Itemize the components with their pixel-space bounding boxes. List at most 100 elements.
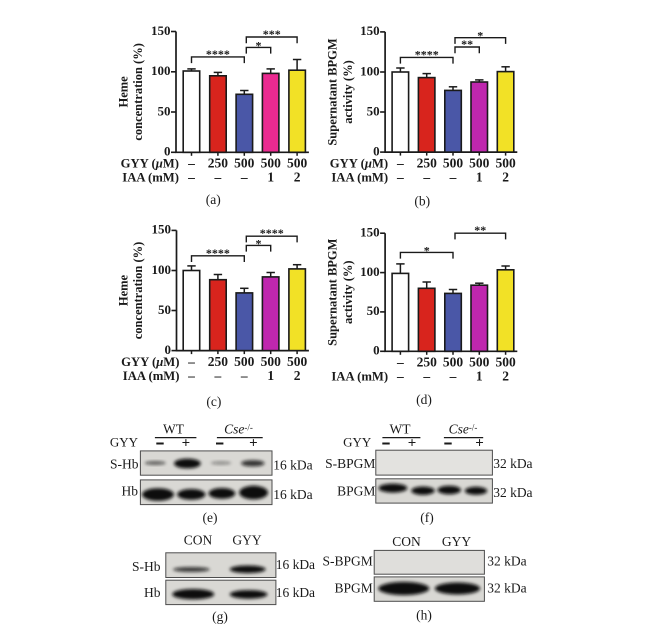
svg-text:250: 250 [208,354,229,369]
svg-text:32 kDa: 32 kDa [493,456,532,471]
svg-text:–: – [240,368,248,383]
svg-text:250: 250 [417,355,438,370]
svg-text:Supernatant BPGM: Supernatant BPGM [326,38,340,146]
svg-text:GYY (μM): GYY (μM) [330,156,388,170]
svg-text:GYY (μM): GYY (μM) [121,355,179,369]
svg-text:50: 50 [367,103,380,118]
svg-text:activity (%): activity (%) [341,260,355,324]
svg-text:100: 100 [360,264,380,279]
svg-text:WT: WT [163,422,185,437]
svg-text:500: 500 [469,355,490,370]
svg-text:*: * [477,29,483,43]
svg-text:****: **** [206,47,230,61]
svg-text:CON: CON [392,534,421,549]
svg-text:150: 150 [151,23,171,38]
svg-text:500: 500 [495,155,516,170]
svg-text:IAA (mM): IAA (mM) [122,171,179,185]
svg-text:1: 1 [476,169,483,184]
svg-text:1: 1 [267,368,274,383]
svg-text:–: – [422,369,430,384]
svg-text:500: 500 [261,156,282,171]
svg-text:(g): (g) [212,609,228,624]
svg-text:concentration (%): concentration (%) [131,242,145,340]
svg-text:(a): (a) [206,192,221,207]
svg-text:2: 2 [502,369,509,384]
svg-text:Cse-/-: Cse-/- [224,422,253,437]
svg-text:50: 50 [158,103,171,118]
svg-text:Cse-/-: Cse-/- [449,422,478,437]
svg-text:150: 150 [360,23,380,38]
svg-text:GYY: GYY [110,434,139,449]
svg-text:–: – [396,369,404,384]
svg-text:****: **** [206,246,230,260]
svg-text:(c): (c) [206,394,221,409]
svg-text:50: 50 [158,302,171,317]
svg-text:****: **** [415,47,439,61]
svg-text:250: 250 [417,155,438,170]
svg-text:(b): (b) [414,194,430,209]
svg-text:IAA (mM): IAA (mM) [123,369,180,383]
svg-text:***: *** [263,27,281,41]
svg-text:500: 500 [234,354,255,369]
svg-text:500: 500 [495,355,516,370]
svg-text:250: 250 [208,156,229,171]
svg-text:–: – [396,355,404,370]
svg-text:0: 0 [373,343,380,358]
svg-text:(e): (e) [203,510,218,525]
svg-text:–: – [240,170,248,185]
svg-text:S-BPGM: S-BPGM [325,456,375,471]
svg-text:Supernatant BPGM: Supernatant BPGM [326,238,340,346]
svg-text:IAA (mM): IAA (mM) [331,170,388,184]
svg-text:(h): (h) [416,607,432,622]
svg-text:Heme: Heme [117,274,131,306]
svg-text:–: – [187,170,195,185]
svg-text:CON: CON [184,532,213,547]
svg-text:*: * [256,236,262,250]
svg-text:16 kDa: 16 kDa [273,487,312,502]
svg-text:150: 150 [360,225,380,240]
svg-text:100: 100 [152,262,172,277]
svg-text:16 kDa: 16 kDa [276,585,315,600]
svg-text:500: 500 [443,355,464,370]
svg-text:(f): (f) [420,510,434,525]
svg-text:100: 100 [151,63,171,78]
svg-text:–: – [449,169,457,184]
svg-text:concentration (%): concentration (%) [131,43,145,141]
svg-text:GYY: GYY [343,434,372,449]
svg-text:–: – [396,169,404,184]
svg-text:S-BPGM: S-BPGM [323,553,373,568]
svg-text:32 kDa: 32 kDa [487,580,526,595]
svg-text:500: 500 [287,354,308,369]
svg-text:500: 500 [443,155,464,170]
svg-text:BPGM: BPGM [335,580,373,595]
svg-text:*: * [256,38,262,52]
svg-text:–: – [214,368,222,383]
svg-text:*: * [424,243,430,257]
svg-text:GYY: GYY [442,534,471,549]
svg-text:**: ** [474,223,486,237]
svg-text:–: – [422,169,430,184]
svg-text:–: – [187,354,195,369]
svg-text:activity (%): activity (%) [341,60,355,124]
svg-text:Heme: Heme [117,76,131,108]
svg-text:–: – [214,170,222,185]
svg-text:32 kDa: 32 kDa [487,553,526,568]
svg-text:2: 2 [502,169,509,184]
svg-text:–: – [187,156,195,171]
svg-text:IAA (mM): IAA (mM) [331,370,388,384]
svg-text:+: + [249,435,258,451]
svg-text:GYY (μM): GYY (μM) [121,157,179,171]
svg-text:+: + [475,435,484,451]
svg-text:+: + [182,435,191,451]
svg-text:500: 500 [287,156,308,171]
svg-text:100: 100 [360,63,380,78]
svg-text:500: 500 [261,354,282,369]
svg-text:500: 500 [234,156,255,171]
svg-text:WT: WT [390,422,412,437]
svg-text:****: **** [260,226,284,240]
svg-text:16 kDa: 16 kDa [276,557,315,572]
svg-text:**: ** [461,37,473,51]
svg-text:Hb: Hb [144,585,161,600]
svg-text:BPGM: BPGM [337,483,375,498]
svg-text:0: 0 [165,342,172,357]
